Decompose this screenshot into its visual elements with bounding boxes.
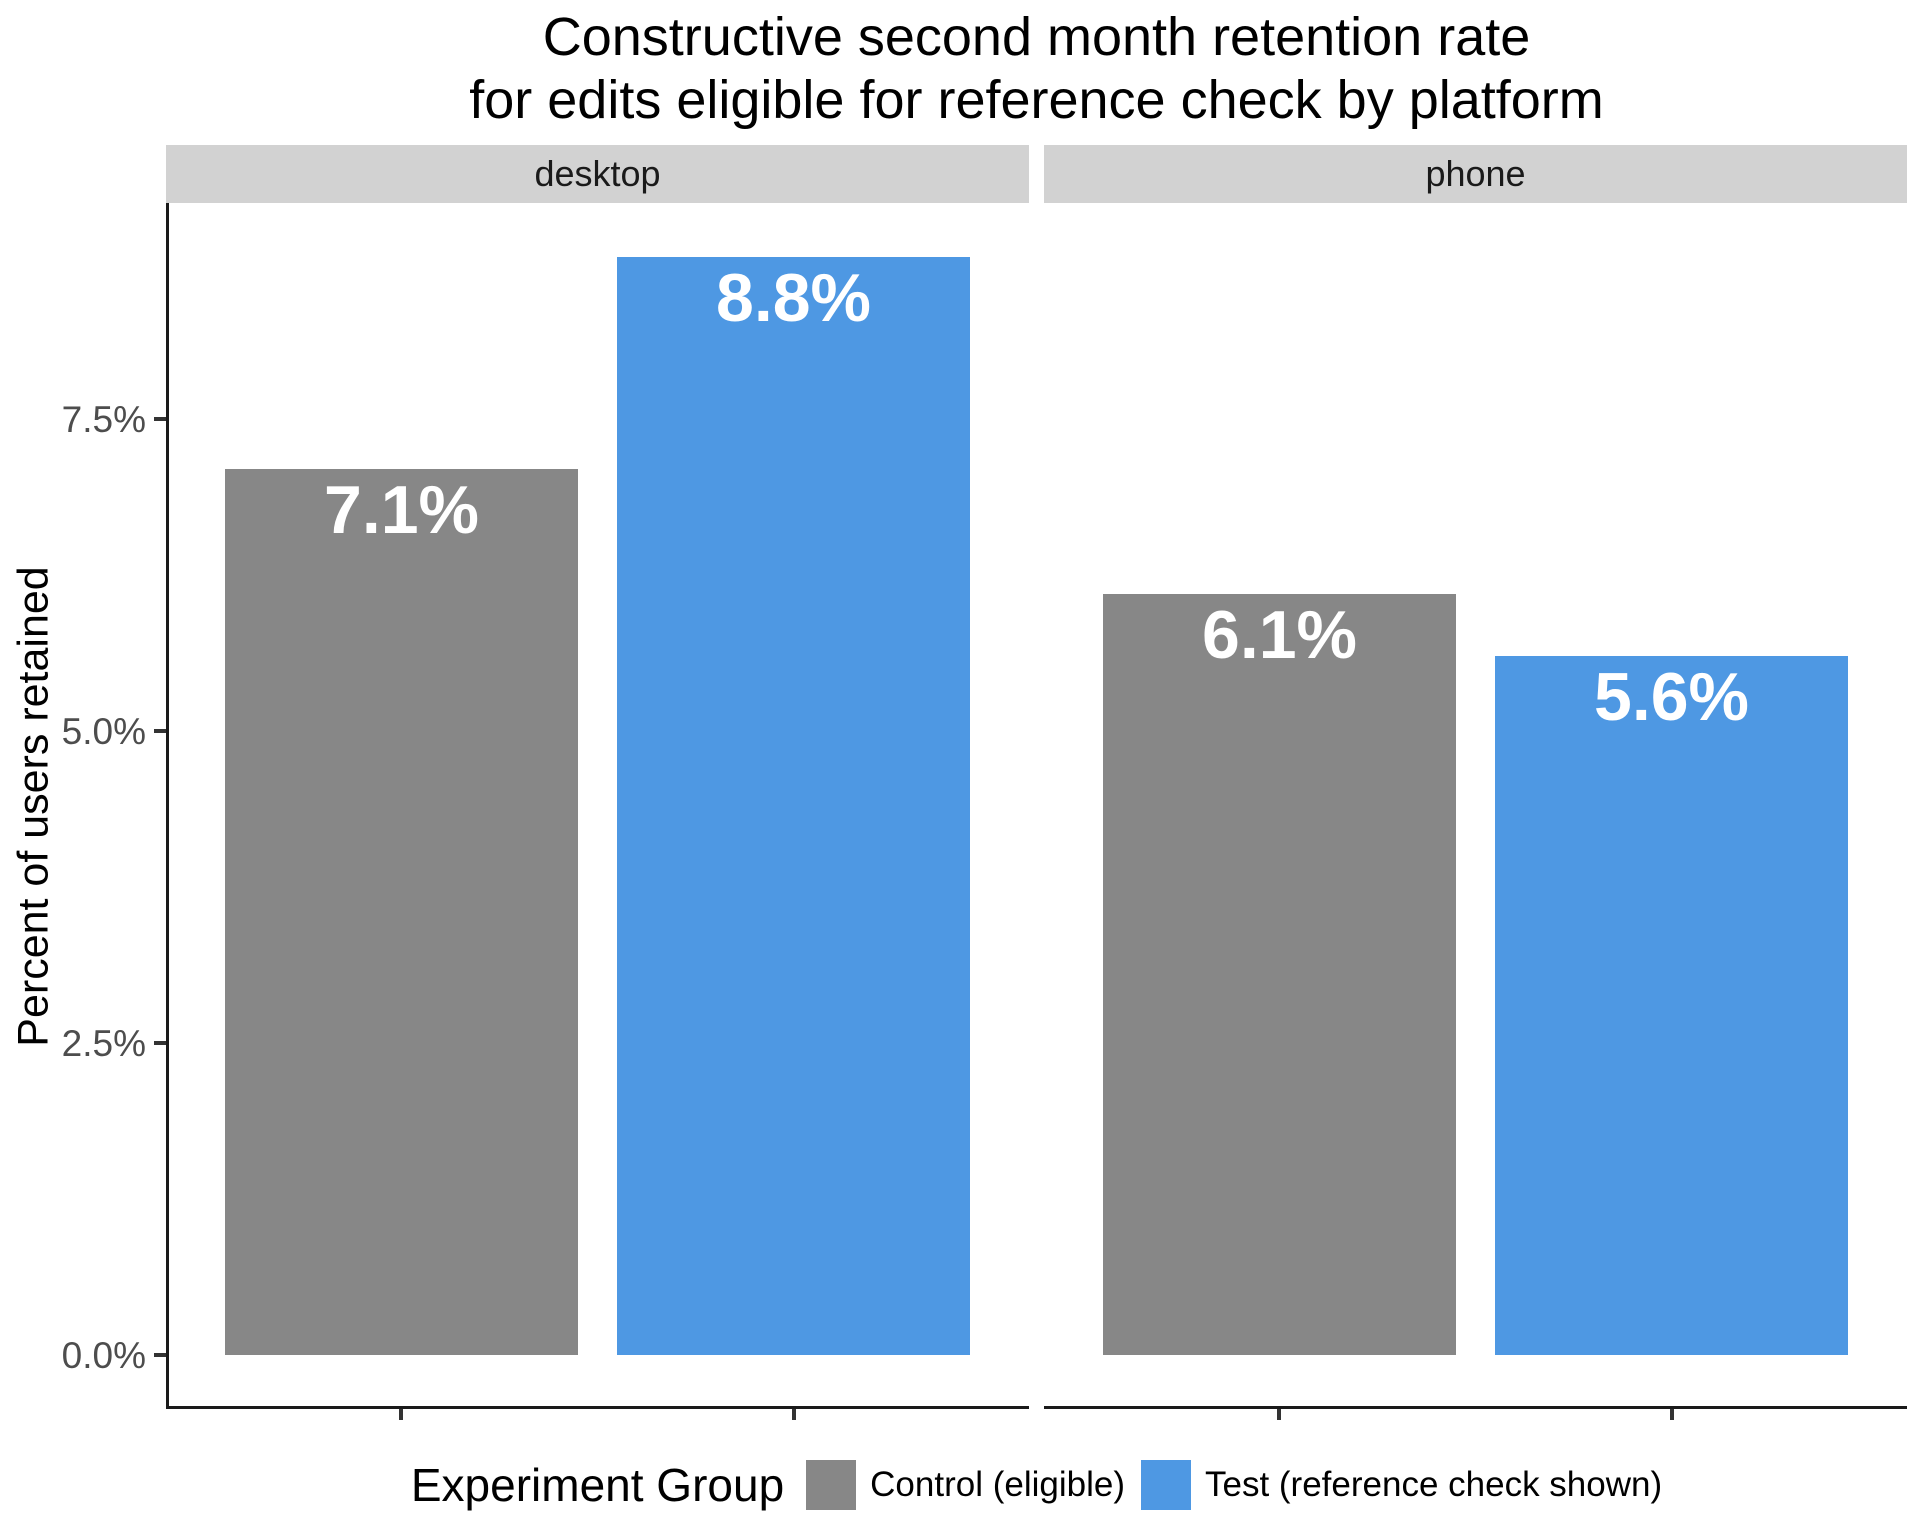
y-tick-mark-3 (154, 417, 166, 421)
bar-value-label-desktop-test: 8.8% (716, 259, 871, 336)
y-tick-label-7.5%: 7.5% (61, 399, 146, 440)
y-tick-mark-2 (154, 729, 166, 733)
legend-item-test: Test (reference check shown) (1140, 1460, 1663, 1510)
x-tick-mark-desktop-0 (399, 1409, 403, 1420)
y-tick-mark-0 (154, 1353, 166, 1357)
legend: Experiment Group Control (eligible) Test… (166, 1440, 1907, 1530)
y-axis-title-wrap: Percent of users retained (8, 203, 60, 1409)
y-axis-title: Percent of users retained (9, 565, 58, 1047)
legend-title: Experiment Group (410, 1459, 785, 1511)
x-tick-mark-phone-1 (1670, 1409, 1674, 1420)
chart-title-line2: for edits eligible for reference check b… (469, 70, 1604, 131)
legend-swatch-control (806, 1460, 857, 1510)
facet-strip-desktop: desktop (166, 145, 1029, 203)
legend-swatch-test (1140, 1460, 1191, 1510)
bar-value-label-desktop-control: 7.1% (324, 471, 479, 548)
x-tick-mark-phone-0 (1277, 1409, 1281, 1420)
y-tick-label-0.0%: 0.0% (61, 1335, 146, 1376)
bar-desktop-test: 8.8% (617, 256, 970, 1355)
legend-item-control: Control (eligible) (806, 1460, 1125, 1510)
x-tick-mark-desktop-1 (792, 1409, 796, 1420)
legend-label-control: Control (eligible) (870, 1465, 1125, 1504)
y-tick-label-2.5%: 2.5% (61, 1023, 146, 1064)
facet-strip-phone: phone (1044, 145, 1907, 203)
bar-phone-test: 5.6% (1495, 656, 1848, 1355)
chart-title-line1: Constructive second month retention rate (542, 7, 1531, 67)
bar-phone-control: 6.1% (1103, 593, 1456, 1355)
chart-title: Constructive second month retention rate… (166, 6, 1907, 132)
bar-desktop-control: 7.1% (225, 468, 578, 1355)
y-tick-label-5.0%: 5.0% (61, 711, 146, 752)
bar-value-label-phone-control: 6.1% (1202, 596, 1357, 673)
legend-label-test: Test (reference check shown) (1204, 1465, 1663, 1504)
y-tick-mark-1 (154, 1041, 166, 1045)
facet-strip-label-phone: phone (1425, 153, 1526, 194)
bar-value-label-phone-test: 5.6% (1594, 659, 1749, 736)
facet-strip-label-desktop: desktop (534, 153, 661, 194)
